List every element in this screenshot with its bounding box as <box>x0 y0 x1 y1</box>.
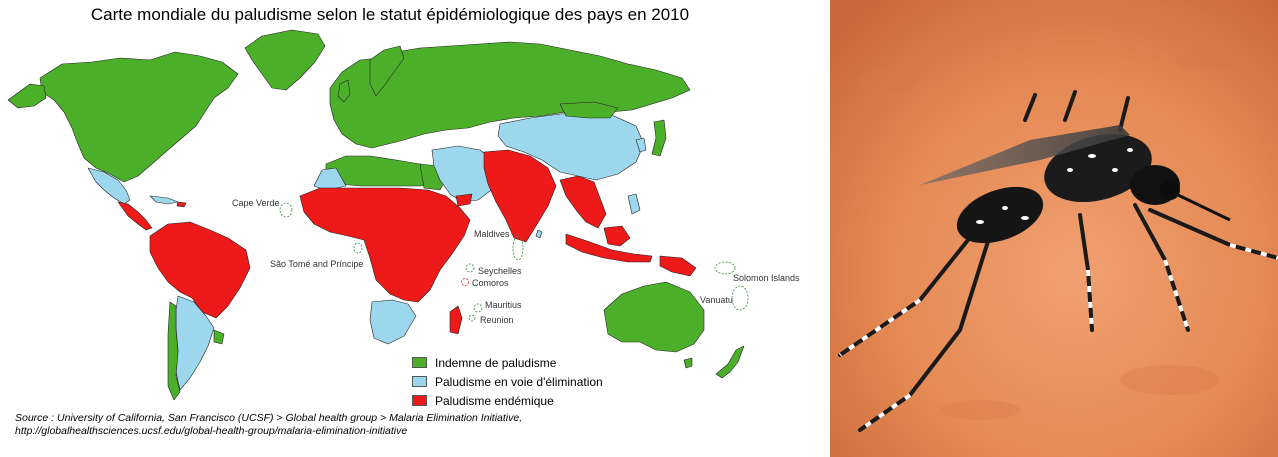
region-australia <box>603 281 705 353</box>
region-mexico <box>87 167 131 205</box>
region-new-zealand <box>715 345 745 379</box>
sao-tome-marker <box>353 242 363 254</box>
label-vanuatu: Vanuatu <box>700 295 733 305</box>
label-seychelles: Seychelles <box>478 266 522 276</box>
region-middle-east <box>431 145 501 203</box>
map-title: Carte mondiale du paludisme selon le sta… <box>90 5 690 24</box>
map-legend: Indemne de paludisme Paludisme en voie d… <box>412 353 603 410</box>
region-southeast-asia <box>559 175 607 229</box>
legend-swatch-elimination <box>412 376 427 387</box>
comoros-marker <box>461 278 469 286</box>
region-africa-endemic <box>299 187 471 303</box>
region-uk <box>337 79 351 103</box>
region-greenland <box>244 29 326 91</box>
region-chile <box>167 301 181 401</box>
seychelles-marker <box>465 263 475 273</box>
region-tasmania <box>683 357 693 369</box>
region-south-asia <box>483 149 557 243</box>
label-cape-verde: Cape Verde <box>232 198 280 208</box>
region-south-america-endemic <box>149 221 251 319</box>
region-alaska <box>7 83 47 109</box>
legend-item: Indemne de paludisme <box>412 353 603 372</box>
region-yemen <box>455 193 473 207</box>
region-hispaniola <box>176 201 187 208</box>
label-sao-tome: São Tomé and Príncipe <box>270 259 363 269</box>
skin-texture <box>860 50 1245 420</box>
label-reunion: Reunion <box>480 315 514 325</box>
source-citation: Source : University of California, San F… <box>15 412 522 438</box>
region-sri-lanka <box>535 229 543 239</box>
skin-background <box>830 0 1278 457</box>
legend-label: Paludisme en voie d'élimination <box>435 374 603 389</box>
legend-swatch-endemic <box>412 395 427 406</box>
mosquito-photo <box>830 0 1278 457</box>
region-uruguay <box>213 329 225 345</box>
region-south-africa <box>369 299 417 345</box>
mosquito-body <box>920 125 1231 244</box>
legend-label: Indemne de paludisme <box>435 355 557 370</box>
source-line-1: Source : University of California, San F… <box>15 412 523 424</box>
maldives-marker <box>512 235 524 261</box>
region-korea <box>635 137 647 153</box>
cape-verde-marker <box>279 202 293 218</box>
leg-stripes <box>838 243 1278 432</box>
reunion-marker <box>468 314 476 322</box>
region-japan <box>651 119 667 157</box>
region-europe-russia <box>329 41 691 149</box>
region-philippines <box>627 193 641 215</box>
region-madagascar <box>449 305 463 335</box>
mauritius-marker <box>473 303 483 313</box>
map-panel: Cape Verde São Tomé and Príncipe Maldive… <box>7 5 801 438</box>
solomon-marker <box>714 261 736 275</box>
legend-label: Paludisme endémique <box>435 393 554 408</box>
region-mongolia <box>559 101 619 119</box>
legend-swatch-free <box>412 357 427 368</box>
vanuatu-marker <box>731 285 749 311</box>
region-png <box>659 255 697 277</box>
region-central-america <box>117 201 153 231</box>
region-north-america <box>39 51 239 183</box>
label-solomon: Solomon Islands <box>733 273 800 283</box>
label-maldives: Maldives <box>474 229 510 239</box>
world-map: Cape Verde São Tomé and Príncipe Maldive… <box>7 29 800 401</box>
region-indonesia <box>565 233 653 263</box>
source-line-2: http://globalhealthsciences.ucsf.edu/glo… <box>15 425 408 437</box>
region-scandinavia <box>369 45 405 97</box>
region-borneo <box>603 225 631 247</box>
label-comoros: Comoros <box>472 278 509 288</box>
label-mauritius: Mauritius <box>485 300 522 310</box>
legend-item: Paludisme endémique <box>412 391 603 410</box>
legend-item: Paludisme en voie d'élimination <box>412 372 603 391</box>
mosquito-illustration <box>830 0 1278 457</box>
region-caribbean <box>149 195 179 205</box>
